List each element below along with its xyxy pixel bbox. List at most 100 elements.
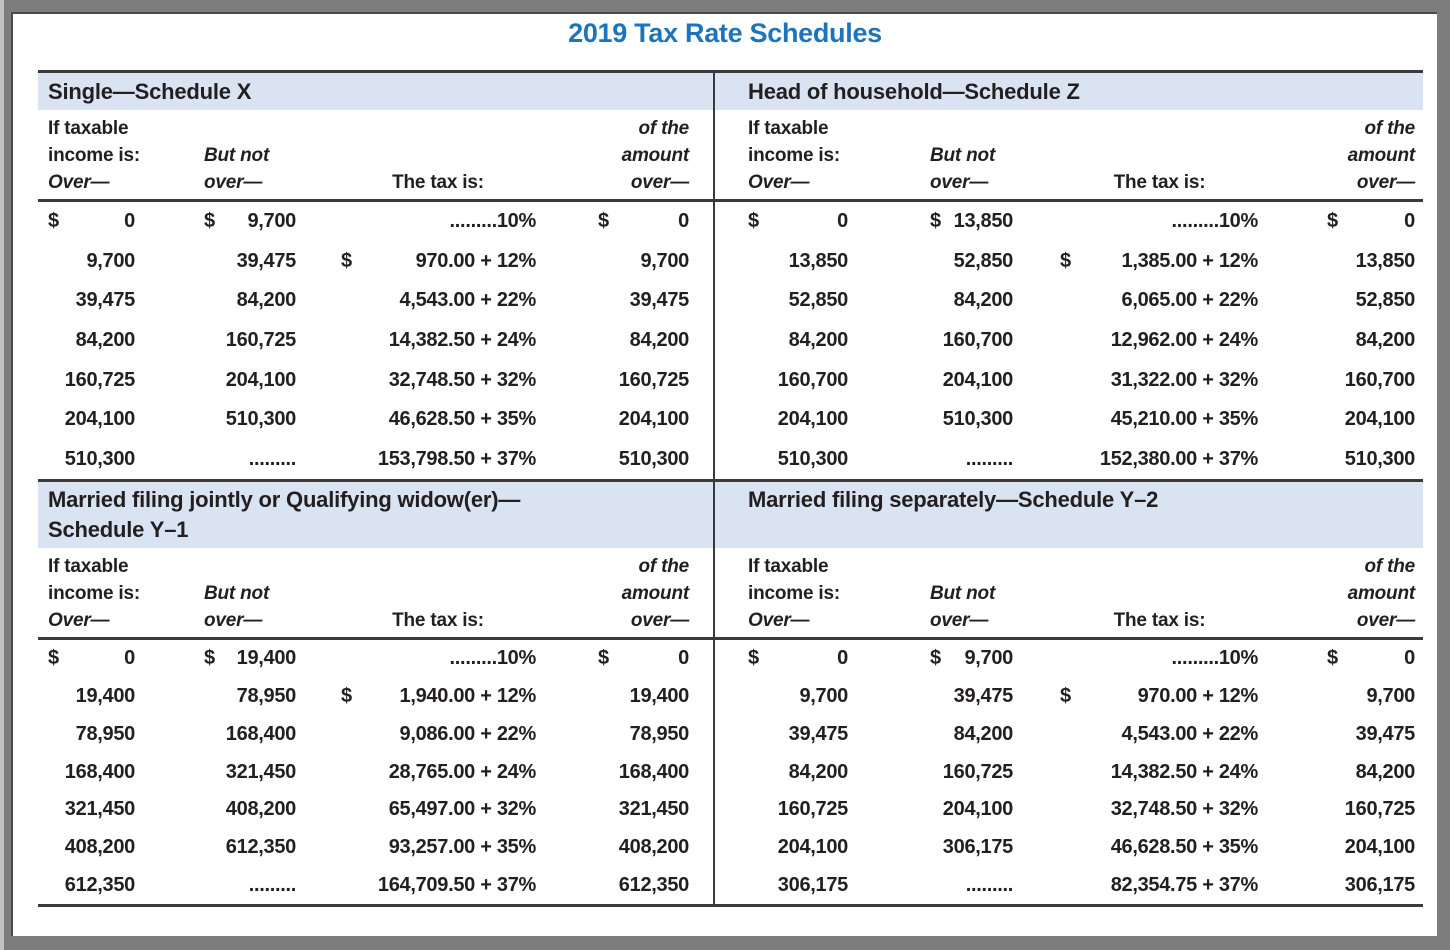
bracket-cell: 152,380.00 + 37%	[1013, 448, 1258, 471]
money-group: 160,725	[598, 368, 690, 392]
amount-value: 78,950	[75, 722, 136, 745]
amount-value: 0	[837, 647, 848, 670]
schedule-y1-header: Married filing jointly or Qualifying wid…	[38, 482, 713, 548]
bracket-cell: $1,385.00 + 12%	[1013, 250, 1258, 273]
tax-bracket-row: 39,475 84,200 4,543.00 + 22% 39,475	[38, 281, 713, 321]
amount-value: 510,300	[1344, 447, 1416, 470]
amount-value: 510,300	[64, 447, 136, 470]
bracket-cell: 168,400	[38, 761, 136, 784]
bracket-cell: 204,100	[1258, 408, 1416, 431]
amount-value: 78,950	[236, 685, 297, 708]
bracket-cell: .........10%	[296, 647, 537, 670]
schedule-title-line2: Schedule Y–1	[48, 517, 189, 542]
amount-value: 1,385.00 + 12%	[1121, 249, 1259, 272]
money-group: $13,850	[930, 210, 1013, 233]
money-group: $1,940.00 + 12%	[341, 685, 536, 708]
money-group: $0	[48, 210, 135, 233]
column-headers: If taxable income is: Over— But not over…	[38, 548, 713, 640]
money-group: 46,628.50 + 35%	[341, 408, 537, 431]
money-group: $19,400	[204, 647, 296, 670]
header-over: If taxable income is: Over—	[748, 118, 840, 193]
amount-value: 19,400	[629, 685, 690, 708]
bracket-cell: 9,700	[38, 250, 135, 273]
amount-value: 45,210.00 + 35%	[1110, 408, 1259, 431]
money-group: 160,725	[930, 761, 1014, 784]
amount-value: 82,354.75 + 37%	[1110, 873, 1259, 896]
money-group: $0	[598, 647, 689, 670]
tax-bracket-row: 168,400 321,450 28,765.00 + 24% 168,400	[38, 753, 713, 791]
bracket-cell: 306,175	[1258, 874, 1416, 897]
amount-value: 19,400	[75, 685, 136, 708]
schedule-y1-rows: $0 $19,400 .........10% $0 19,400 78,950 $1,94…	[38, 640, 713, 904]
money-group: 408,200	[204, 798, 297, 821]
amount-value: 204,100	[64, 408, 136, 431]
amount-value: 52,850	[953, 249, 1014, 272]
money-group: 306,175	[930, 835, 1014, 859]
header-of-amount-over: of the amount over—	[1347, 556, 1416, 631]
bracket-cell: 9,700	[715, 685, 848, 708]
amount-value: 84,200	[788, 329, 849, 352]
bracket-cell: 52,850	[848, 249, 1014, 273]
bracket-cell: 510,300	[135, 408, 297, 431]
dollar-sign: $	[748, 210, 759, 233]
bracket-cell: 204,100	[848, 369, 1014, 392]
tax-bracket-row: 204,100 510,300 46,628.50 + 35% 204,100	[38, 400, 713, 440]
amount-value: 13,850	[788, 249, 849, 272]
dollar-sign: $	[1060, 249, 1071, 272]
amount-value: 84,200	[236, 289, 297, 312]
amount-value: 612,350	[64, 873, 136, 896]
tax-bracket-row: 84,200 160,725 14,382.50 + 24% 84,200	[715, 753, 1423, 791]
amount-value: 160,725	[618, 368, 690, 391]
bracket-cell: 39,475	[135, 250, 297, 273]
money-group: 39,475	[204, 250, 297, 273]
dollar-sign: $	[341, 685, 352, 708]
amount-value: 52,850	[1355, 289, 1416, 312]
dollar-sign: $	[1327, 647, 1338, 670]
money-group: 9,700	[48, 250, 135, 273]
money-group: 164,709.50 + 37%	[341, 874, 536, 897]
money-group: .........10%	[341, 647, 537, 670]
amount-value: 204,100	[618, 408, 690, 431]
bracket-cell: 160,700	[715, 369, 849, 392]
amount-value: 204,100	[1344, 835, 1416, 858]
bracket-cell: $970.00 + 12%	[296, 250, 536, 273]
tax-rate-table: Single—Schedule X If taxable income is: …	[38, 70, 1423, 907]
bracket-cell: 306,175	[848, 835, 1014, 859]
dollar-sign: $	[748, 647, 759, 670]
amount-value: 321,450	[225, 760, 297, 783]
money-group: 9,086.00 + 22%	[341, 723, 537, 746]
amount-value: 0	[678, 210, 689, 233]
bracket-cell: 84,200	[715, 329, 849, 352]
bracket-cell: 204,100	[848, 798, 1014, 821]
bracket-cell: 39,475	[536, 289, 690, 312]
bracket-cell: 204,100	[1258, 835, 1416, 859]
dollar-sign: $	[598, 647, 609, 670]
amount-value: 0	[1404, 647, 1415, 670]
money-group: 84,200	[1327, 329, 1416, 352]
bracket-cell: 19,400	[38, 685, 136, 708]
money-group: 160,725	[48, 369, 136, 392]
bracket-cell: 52,850	[1258, 289, 1416, 312]
bracket-cell: $0	[536, 210, 689, 233]
amount-value: 306,175	[942, 835, 1014, 858]
money-group: 78,950	[48, 722, 136, 746]
amount-value: 204,100	[225, 368, 297, 391]
amount-value: 160,700	[942, 329, 1014, 352]
money-group: 204,100	[930, 369, 1014, 392]
amount-value: 46,628.50 + 35%	[1110, 835, 1259, 858]
money-group: 306,175	[748, 874, 849, 897]
money-group: 39,475	[1327, 723, 1416, 746]
amount-value: 160,725	[1344, 798, 1416, 821]
left-column-panel: Single—Schedule X If taxable income is: …	[38, 73, 713, 904]
bracket-cell: 408,200	[38, 836, 136, 859]
money-group: 408,200	[48, 836, 136, 859]
bracket-cell: 321,450	[135, 760, 297, 784]
amount-value: .........10%	[1171, 210, 1259, 233]
money-group: 152,380.00 + 37%	[1060, 448, 1258, 471]
schedule-title: Single—Schedule X	[48, 79, 252, 104]
amount-value: .........	[965, 447, 1014, 470]
amount-value: 84,200	[1355, 329, 1416, 352]
money-group: $0	[748, 647, 848, 670]
bracket-cell: 46,628.50 + 35%	[1013, 835, 1259, 859]
bracket-cell: .........10%	[296, 210, 537, 233]
